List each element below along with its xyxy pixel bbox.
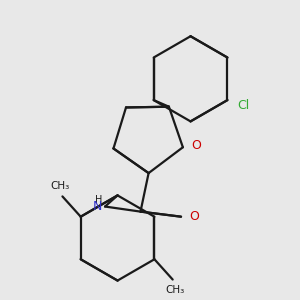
Text: H: H (94, 194, 102, 205)
Text: N: N (93, 200, 102, 213)
Text: O: O (191, 139, 201, 152)
Text: CH₃: CH₃ (51, 181, 70, 191)
Text: O: O (189, 210, 199, 223)
Text: Cl: Cl (238, 99, 250, 112)
Text: CH₃: CH₃ (165, 285, 184, 295)
